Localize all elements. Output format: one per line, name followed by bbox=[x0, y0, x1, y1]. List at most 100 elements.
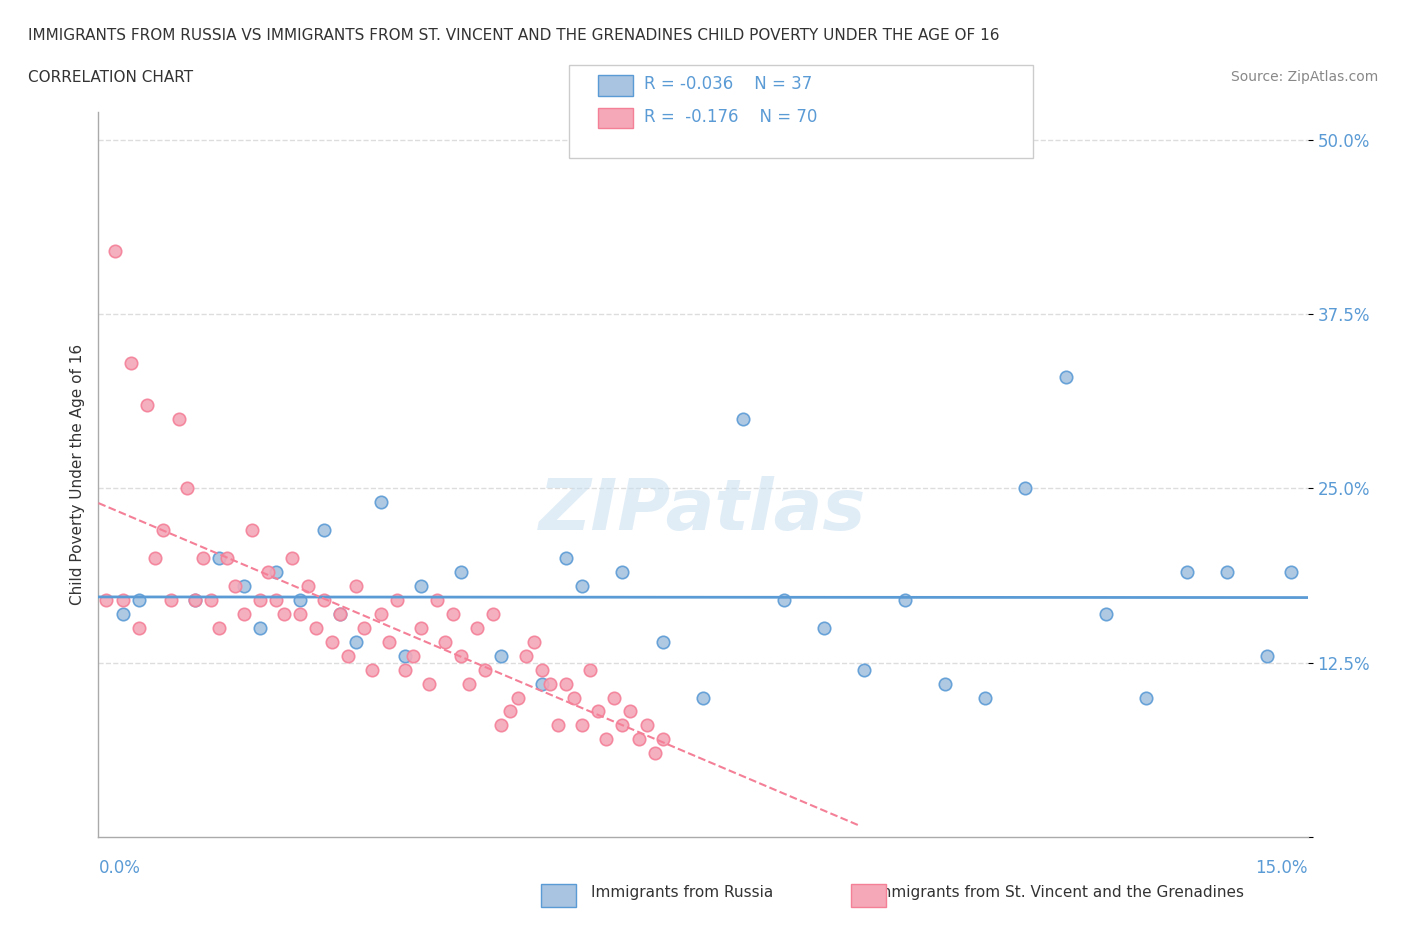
Point bbox=[128, 620, 150, 635]
Point bbox=[249, 592, 271, 607]
Point bbox=[1216, 565, 1239, 579]
Point bbox=[321, 634, 343, 649]
Point bbox=[619, 704, 641, 719]
Point bbox=[249, 620, 271, 635]
Text: ZIPatlas: ZIPatlas bbox=[540, 476, 866, 545]
Point bbox=[612, 718, 634, 733]
Point bbox=[547, 718, 569, 733]
Point bbox=[562, 690, 585, 705]
Point bbox=[491, 648, 513, 663]
Point bbox=[394, 648, 416, 663]
Point bbox=[595, 732, 617, 747]
Point bbox=[1281, 565, 1303, 579]
Point bbox=[208, 620, 231, 635]
Point bbox=[1135, 690, 1157, 705]
Point bbox=[370, 606, 392, 621]
Point bbox=[224, 578, 246, 593]
Point bbox=[314, 523, 336, 538]
Point bbox=[530, 662, 553, 677]
Point bbox=[474, 662, 496, 677]
Point bbox=[450, 565, 472, 579]
Point bbox=[111, 592, 134, 607]
Point bbox=[184, 592, 207, 607]
Point bbox=[103, 244, 125, 259]
Point bbox=[426, 592, 449, 607]
Point bbox=[353, 620, 375, 635]
Point bbox=[288, 592, 311, 607]
Point bbox=[111, 606, 134, 621]
Y-axis label: Child Poverty Under the Age of 16: Child Poverty Under the Age of 16 bbox=[69, 344, 84, 604]
Point bbox=[934, 676, 956, 691]
Point bbox=[555, 676, 578, 691]
Point bbox=[1054, 369, 1077, 384]
Point bbox=[651, 634, 673, 649]
Point bbox=[450, 648, 472, 663]
Point bbox=[482, 606, 505, 621]
Point bbox=[377, 634, 399, 649]
Point bbox=[329, 606, 352, 621]
Point bbox=[579, 662, 602, 677]
Text: Immigrants from St. Vincent and the Grenadines: Immigrants from St. Vincent and the Gren… bbox=[872, 885, 1244, 900]
Point bbox=[1095, 606, 1118, 621]
Point bbox=[385, 592, 408, 607]
Point bbox=[288, 606, 311, 621]
Point bbox=[603, 690, 626, 705]
Point bbox=[434, 634, 457, 649]
Point bbox=[264, 592, 287, 607]
Text: CORRELATION CHART: CORRELATION CHART bbox=[28, 70, 193, 85]
Point bbox=[651, 732, 673, 747]
Point bbox=[344, 578, 367, 593]
Point bbox=[160, 592, 183, 607]
Point bbox=[571, 718, 593, 733]
Point bbox=[273, 606, 295, 621]
Point bbox=[394, 662, 416, 677]
Point bbox=[1175, 565, 1198, 579]
Point bbox=[612, 565, 634, 579]
Point bbox=[256, 565, 278, 579]
Point bbox=[193, 551, 215, 565]
Point bbox=[409, 578, 432, 593]
Point bbox=[176, 481, 198, 496]
Point bbox=[692, 690, 714, 705]
Point bbox=[498, 704, 520, 719]
Point bbox=[240, 523, 263, 538]
Point bbox=[733, 411, 755, 426]
Point bbox=[314, 592, 336, 607]
Point bbox=[538, 676, 561, 691]
Point bbox=[337, 648, 360, 663]
Text: R =  -0.176    N = 70: R = -0.176 N = 70 bbox=[644, 108, 817, 126]
Point bbox=[135, 397, 157, 412]
Point bbox=[530, 676, 553, 691]
Point bbox=[893, 592, 915, 607]
Point bbox=[458, 676, 481, 691]
Point bbox=[329, 606, 352, 621]
Point bbox=[264, 565, 287, 579]
Point bbox=[232, 578, 254, 593]
Point bbox=[974, 690, 997, 705]
Point bbox=[120, 355, 142, 370]
Point bbox=[232, 606, 254, 621]
Point bbox=[128, 592, 150, 607]
Point bbox=[586, 704, 609, 719]
Point bbox=[627, 732, 650, 747]
Point bbox=[644, 746, 666, 761]
Point bbox=[402, 648, 425, 663]
Point bbox=[184, 592, 207, 607]
Point bbox=[555, 551, 578, 565]
Point bbox=[281, 551, 304, 565]
Point bbox=[418, 676, 440, 691]
Point bbox=[305, 620, 328, 635]
Point bbox=[361, 662, 384, 677]
Point bbox=[506, 690, 529, 705]
Point bbox=[813, 620, 835, 635]
Point bbox=[853, 662, 876, 677]
Point bbox=[200, 592, 222, 607]
Point bbox=[344, 634, 367, 649]
Point bbox=[217, 551, 239, 565]
Text: 0.0%: 0.0% bbox=[98, 858, 141, 877]
Point bbox=[441, 606, 464, 621]
Point bbox=[1256, 648, 1278, 663]
Text: R = -0.036    N = 37: R = -0.036 N = 37 bbox=[644, 74, 813, 93]
Point bbox=[515, 648, 537, 663]
Point bbox=[636, 718, 658, 733]
